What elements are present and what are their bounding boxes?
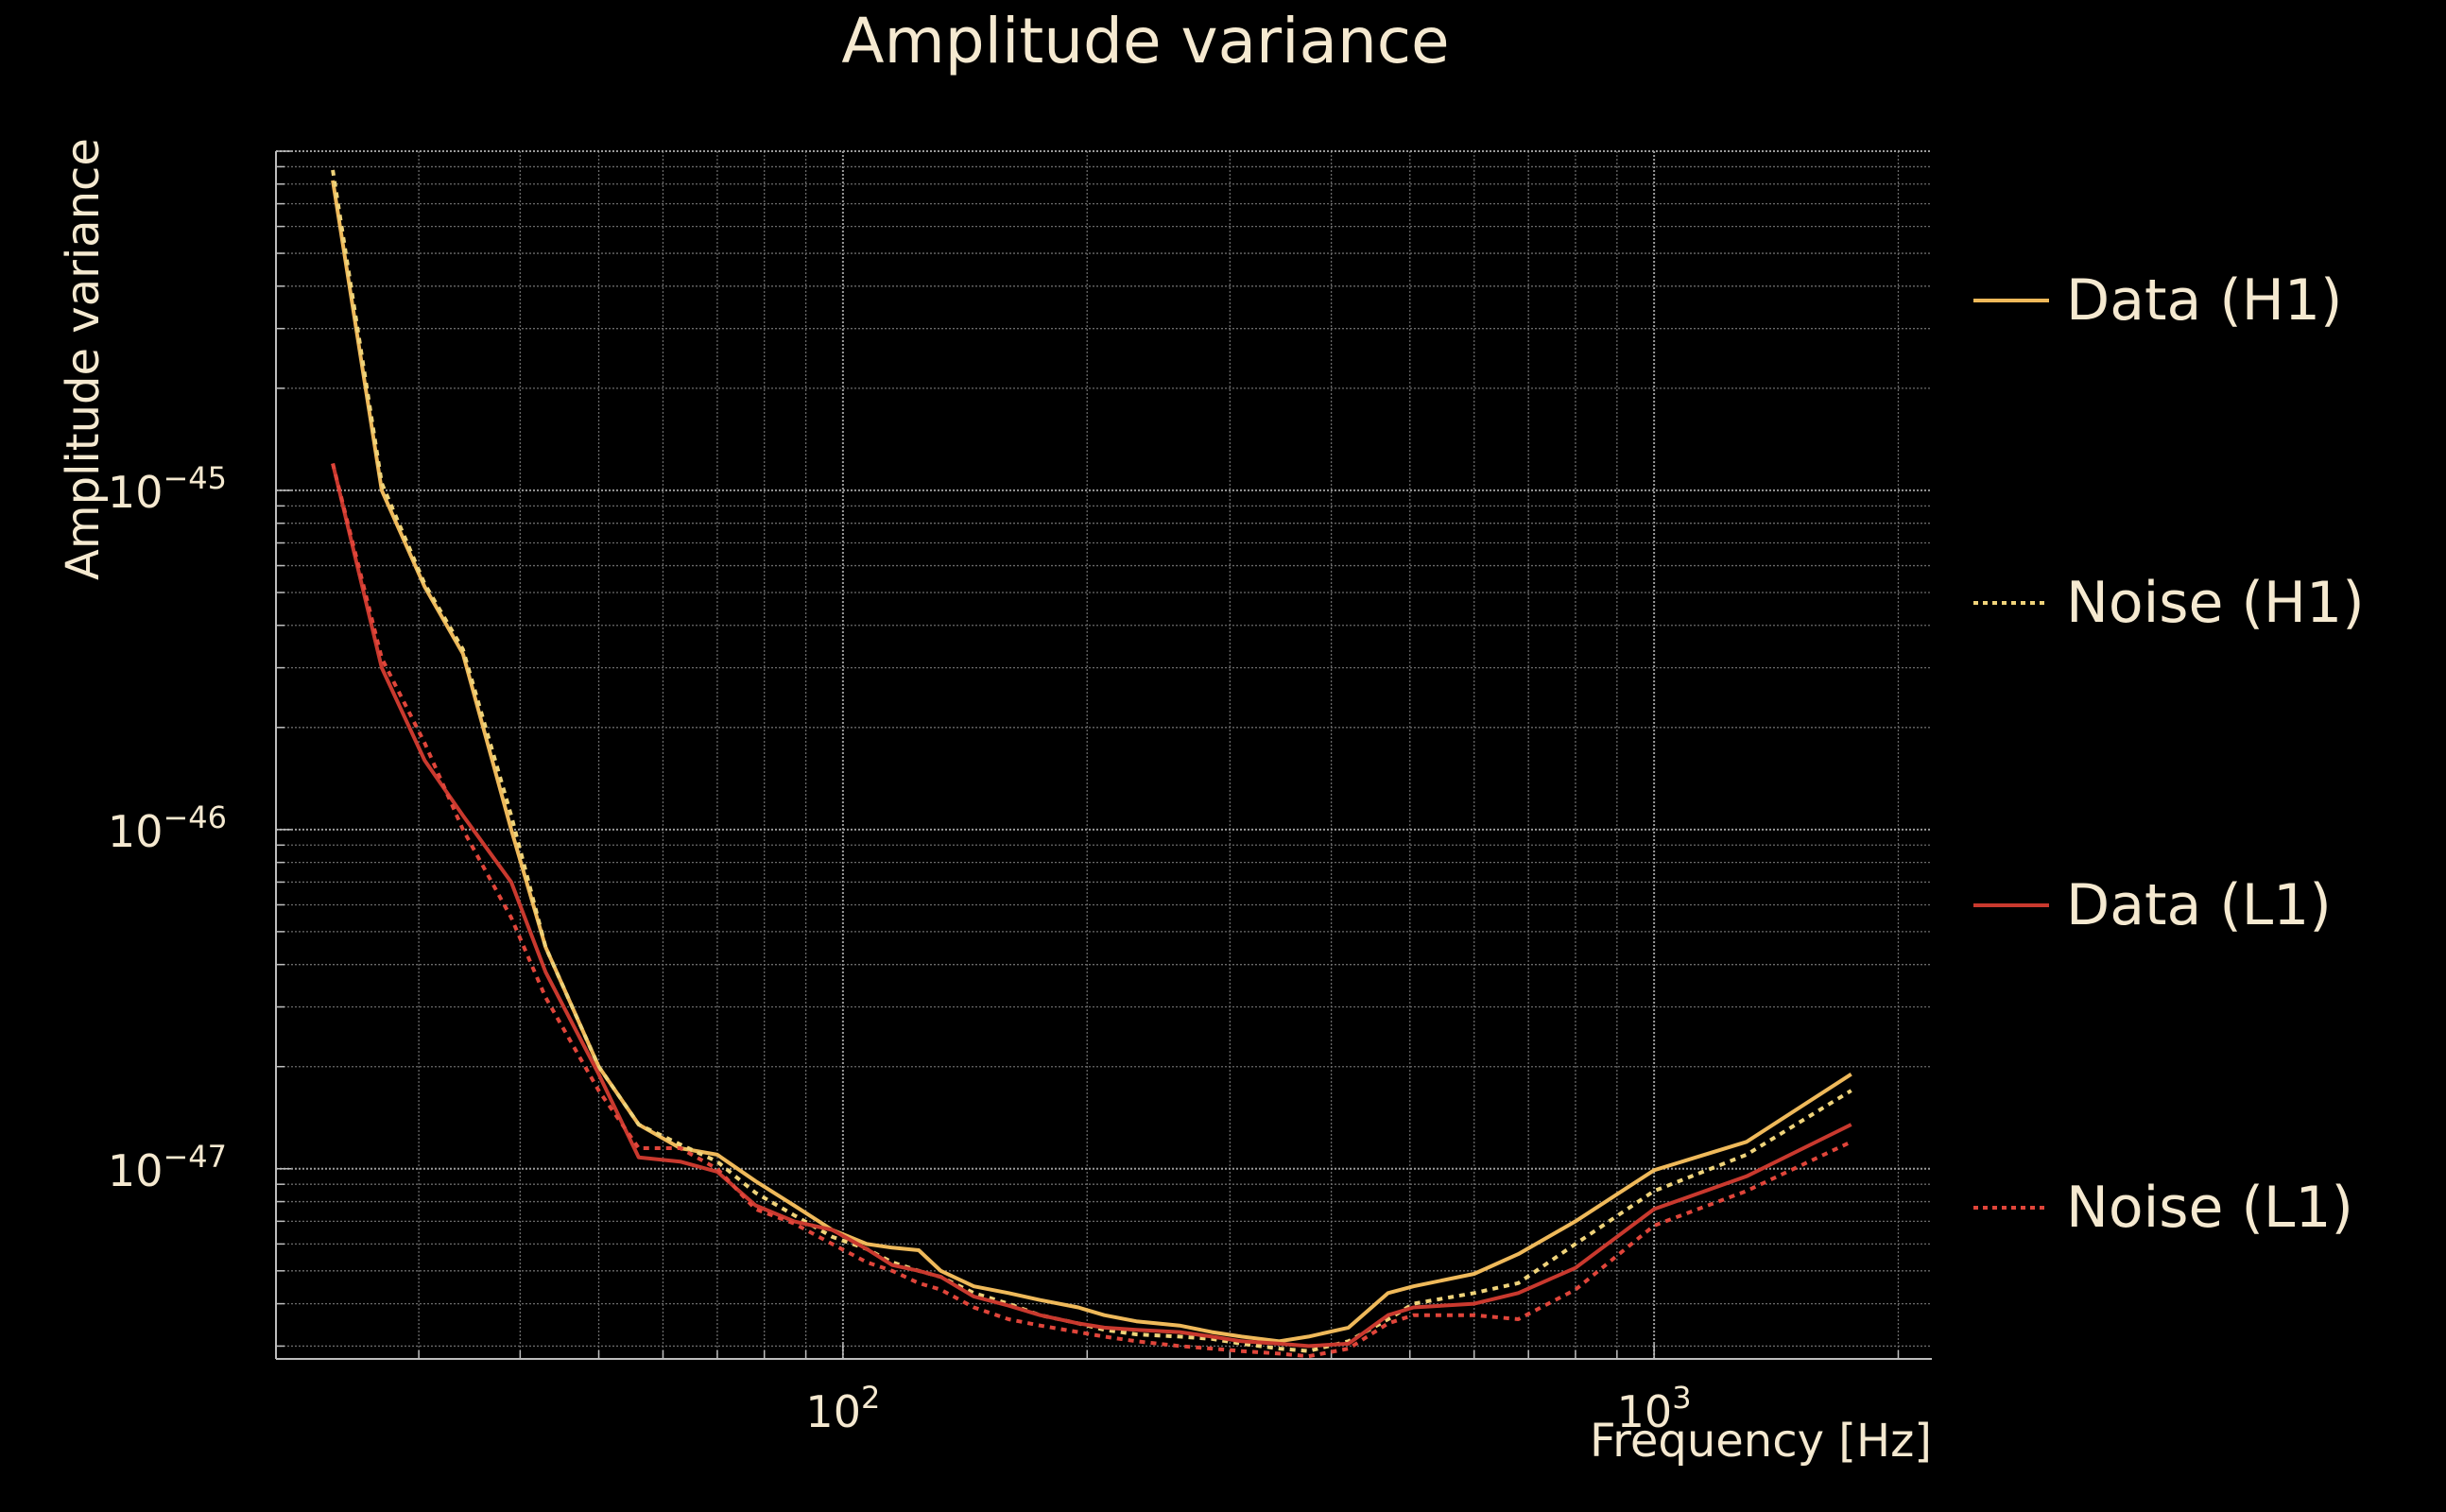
chart-title: Amplitude variance	[841, 5, 1449, 77]
tick-labels: 102 103 10−45 10−46 10−47	[108, 460, 1692, 1437]
legend-label-1: Data (H1)	[2066, 267, 2342, 334]
legend-label-4: Noise (L1)	[2066, 1175, 2353, 1241]
legend-label-3: Data (L1)	[2066, 872, 2332, 938]
y-axis-label: Amplitude variance	[57, 138, 110, 580]
y-tick-label: 10−45	[108, 460, 227, 518]
y-tick-label: 10−47	[108, 1139, 227, 1196]
series-lines	[331, 169, 1852, 1359]
x-axis-label: Frequency [Hz]	[1590, 1415, 1932, 1468]
x-tick-label: 102	[805, 1380, 880, 1437]
y-tick-label: 10−46	[108, 799, 227, 857]
legend-label-2: Noise (H1)	[2066, 570, 2365, 636]
series-line-3	[331, 463, 1852, 1349]
grid-lines	[275, 150, 1932, 1359]
axes	[275, 150, 1932, 1360]
legend: Data (H1) Noise (H1) Data (L1) Noise (L1)	[1973, 267, 2365, 1241]
series-line-4	[331, 463, 1852, 1359]
series-line-2	[331, 169, 1852, 1353]
x-tick-label: 103	[1617, 1380, 1692, 1437]
